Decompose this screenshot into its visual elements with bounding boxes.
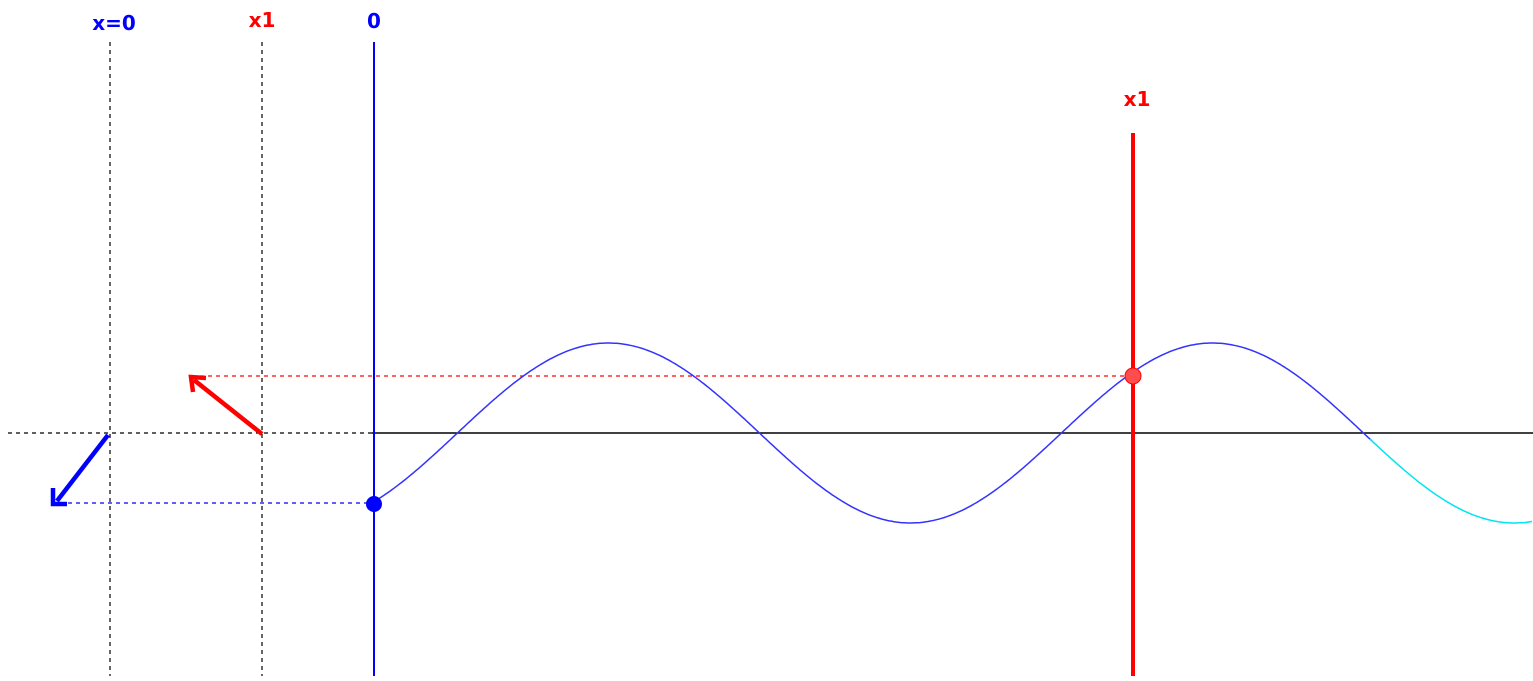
x1-point[interactable]	[1124, 367, 1142, 385]
origin-point[interactable]	[366, 496, 382, 512]
label-wave-x1: x1	[1124, 87, 1151, 111]
sine-wave-blue	[373, 342, 1373, 524]
blue-phasor-arrow	[50, 433, 110, 507]
sine-wave-cyan	[1369, 438, 1533, 524]
red-phasor-arrow	[188, 374, 264, 436]
label-phasor-origin: x=0	[92, 11, 136, 35]
label-phasor-x1: x1	[249, 8, 276, 32]
label-wave-origin: 0	[367, 9, 381, 33]
